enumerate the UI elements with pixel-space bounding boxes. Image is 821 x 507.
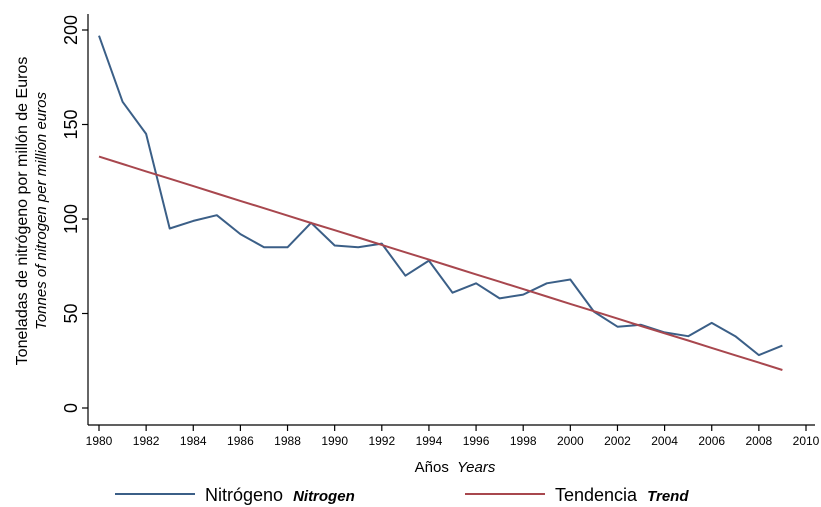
legend: Nitrógeno Nitrogen Tendencia Trend <box>115 485 689 505</box>
data-point-trend <box>711 347 713 349</box>
data-point-nitrogen <box>758 354 760 356</box>
x-tick-label: 1988 <box>274 434 301 448</box>
data-point-nitrogen <box>98 35 100 37</box>
x-tick-label: 1994 <box>416 434 443 448</box>
data-point-nitrogen <box>569 278 571 280</box>
x-tick-label: 1992 <box>368 434 395 448</box>
data-point-trend <box>192 185 194 187</box>
data-point-nitrogen <box>334 244 336 246</box>
x-axis-title-en: Years <box>457 459 496 476</box>
legend-label-trend: Tendencia Trend <box>555 485 689 505</box>
y-tick-label: 50 <box>61 303 81 323</box>
data-point-nitrogen <box>357 246 359 248</box>
y-axis-title-en: Tonnes of nitrogen per million euros <box>33 92 50 330</box>
legend-label-nitrogen-en: Nitrogen <box>293 488 355 505</box>
data-point-trend <box>593 310 595 312</box>
x-tick-label: 2002 <box>604 434 631 448</box>
x-ticks-layer: 1980 1982 1984 1986 1988 1990 1992 1994 1996 1998… <box>86 425 820 448</box>
data-point-trend <box>381 244 383 246</box>
data-point-trend <box>616 318 618 320</box>
legend-label-nitrogen: Nitrógeno Nitrogen <box>205 485 355 505</box>
x-tick-label: 2000 <box>557 434 584 448</box>
data-point-nitrogen <box>522 294 524 296</box>
data-point-nitrogen <box>499 297 501 299</box>
data-point-nitrogen <box>122 101 124 103</box>
data-point-nitrogen <box>145 133 147 135</box>
x-tick-label: 2008 <box>746 434 773 448</box>
data-point-nitrogen <box>616 326 618 328</box>
data-point-nitrogen <box>239 233 241 235</box>
data-point-trend <box>145 170 147 172</box>
data-point-nitrogen <box>192 220 194 222</box>
data-point-nitrogen <box>287 246 289 248</box>
data-point-trend <box>522 288 524 290</box>
data-point-trend <box>334 229 336 231</box>
data-point-trend <box>404 251 406 253</box>
data-point-trend <box>452 266 454 268</box>
x-axis-title: Años Years <box>415 459 496 476</box>
x-tick-label: 1998 <box>510 434 537 448</box>
data-point-nitrogen <box>216 214 218 216</box>
data-point-trend <box>98 156 100 158</box>
data-point-trend <box>734 354 736 356</box>
data-point-trend <box>499 281 501 283</box>
data-point-trend <box>216 192 218 194</box>
data-point-trend <box>687 340 689 342</box>
x-tick-label: 1980 <box>86 434 113 448</box>
data-point-nitrogen <box>475 282 477 284</box>
x-tick-label: 1986 <box>227 434 254 448</box>
data-point-trend <box>664 332 666 334</box>
data-point-nitrogen <box>546 282 548 284</box>
data-point-nitrogen <box>711 322 713 324</box>
y-tick-label: 100 <box>61 204 81 234</box>
y-ticks-layer: 0 50 100 150 200 <box>61 15 88 413</box>
y-tick-label: 0 <box>61 403 81 413</box>
legend-label-trend-es: Tendencia <box>555 485 638 505</box>
data-point-trend <box>475 273 477 275</box>
data-point-trend <box>640 325 642 327</box>
data-point-trend <box>781 369 783 371</box>
data-point-nitrogen <box>781 345 783 347</box>
series-layer <box>98 35 783 371</box>
series-line-nitrogen <box>98 35 783 357</box>
x-axis-title-es: Años <box>415 459 449 476</box>
data-point-nitrogen <box>263 246 265 248</box>
x-tick-label: 1996 <box>463 434 490 448</box>
x-tick-label: 1982 <box>133 434 160 448</box>
y-tick-label: 150 <box>61 109 81 139</box>
data-point-nitrogen <box>734 335 736 337</box>
data-point-nitrogen <box>452 292 454 294</box>
data-point-trend <box>310 222 312 224</box>
x-tick-label: 2010 <box>793 434 820 448</box>
y-axis-title: Toneladas de nitrógeno por millón de Eur… <box>14 57 31 366</box>
x-tick-label: 1984 <box>180 434 207 448</box>
data-point-trend <box>169 178 171 180</box>
data-point-trend <box>428 259 430 261</box>
y-tick-label: 200 <box>61 15 81 45</box>
x-tick-label: 1990 <box>321 434 348 448</box>
x-tick-label: 2006 <box>698 434 725 448</box>
data-point-nitrogen <box>169 227 171 229</box>
data-point-trend <box>758 362 760 364</box>
data-point-trend <box>263 207 265 209</box>
data-point-nitrogen <box>687 335 689 337</box>
data-point-trend <box>569 303 571 305</box>
data-point-trend <box>546 295 548 297</box>
data-point-trend <box>287 215 289 217</box>
legend-label-trend-en: Trend <box>647 488 689 505</box>
x-tick-label: 2004 <box>651 434 678 448</box>
data-point-trend <box>122 163 124 165</box>
data-point-trend <box>357 237 359 239</box>
data-point-trend <box>239 200 241 202</box>
legend-label-nitrogen-es: Nitrógeno <box>205 485 283 505</box>
series-line-trend <box>98 155 783 371</box>
data-point-nitrogen <box>404 275 406 277</box>
